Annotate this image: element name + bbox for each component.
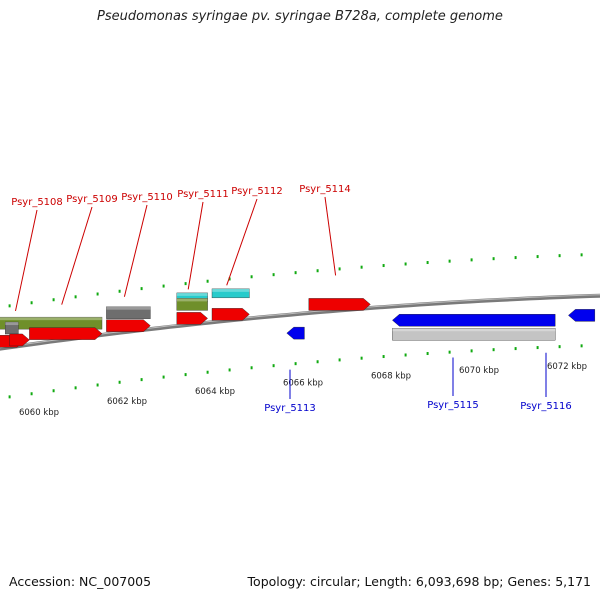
axis-label: 6062 kbp (107, 397, 147, 407)
gene-leader-line (123, 204, 148, 297)
accession-label: Accession: (9, 574, 76, 589)
gene-arrows (0, 298, 595, 348)
genome-title: Pseudomonas syringae pv. syringae B728a,… (97, 9, 503, 24)
topology-value: circular (310, 574, 357, 589)
genes-value: 5,171 (555, 574, 591, 589)
length-value: 6,093,698 bp (415, 574, 500, 589)
gene-arrow (106, 319, 151, 332)
axis-label: 6064 kbp (195, 387, 235, 397)
gene-label: Psyr_5112 (231, 186, 283, 197)
tick-marks (8, 253, 583, 399)
gene-leader-line (324, 196, 337, 276)
gene-leader-line (187, 201, 204, 290)
gene-arrow (211, 308, 250, 321)
feature-bar-shine (5, 322, 19, 326)
gene-leader-line (226, 198, 258, 286)
gene-arrow (9, 333, 30, 347)
gene-label: Psyr_5114 (299, 184, 351, 195)
feature-bar-shine (176, 298, 208, 302)
axis-label: 6072 kbp (547, 362, 587, 372)
gene-label: Psyr_5108 (11, 197, 63, 208)
axis-labels: 6060 kbp 6062 kbp 6064 kbp 6066 kbp 6068 kbp… (19, 362, 587, 418)
accession-info: Accession: NC_007005 (9, 574, 151, 589)
gene-arrow (392, 314, 556, 327)
length-label: Length: (364, 574, 412, 589)
gene-leader-line (61, 206, 93, 305)
axis-label: 6066 kbp (283, 379, 323, 389)
feature-bar (176, 298, 208, 311)
gene-label: Psyr_5116 (520, 401, 572, 412)
gene-label: Psyr_5110 (121, 192, 173, 203)
accession-value: NC_007005 (79, 574, 152, 589)
feature-bar-shine (392, 328, 556, 332)
feature-bar-shine (0, 317, 102, 321)
gene-label: Psyr_5113 (264, 403, 316, 414)
genes-label: Genes: (507, 574, 552, 589)
gene-label: Psyr_5115 (427, 400, 479, 411)
gene-label: Psyr_5109 (66, 194, 118, 205)
genome-stats: Topology: circular; Length: 6,093,698 bp… (247, 574, 591, 589)
axis-label: 6060 kbp (19, 408, 59, 418)
feature-bar (211, 288, 250, 299)
axis-label: 6070 kbp (459, 366, 499, 376)
gene-arrow (308, 298, 371, 311)
feature-bar-shine (106, 306, 151, 310)
feature-bar-shine (176, 292, 208, 296)
axis-label: 6068 kbp (371, 372, 411, 382)
feature-bar (392, 328, 556, 341)
gene-leader-line (15, 209, 38, 312)
topology-label: Topology: (247, 574, 307, 589)
gene-arrow (568, 309, 595, 322)
gene-labels: Psyr_5108 Psyr_5109 Psyr_5110 Psyr_5111 Psyr… (11, 184, 572, 414)
gene-arrow (176, 312, 208, 325)
gene-arrow (29, 327, 103, 340)
gene-label: Psyr_5111 (177, 189, 229, 200)
gene-arrow (286, 326, 305, 340)
feature-bar (106, 306, 151, 319)
feature-bar-shine (212, 288, 250, 292)
